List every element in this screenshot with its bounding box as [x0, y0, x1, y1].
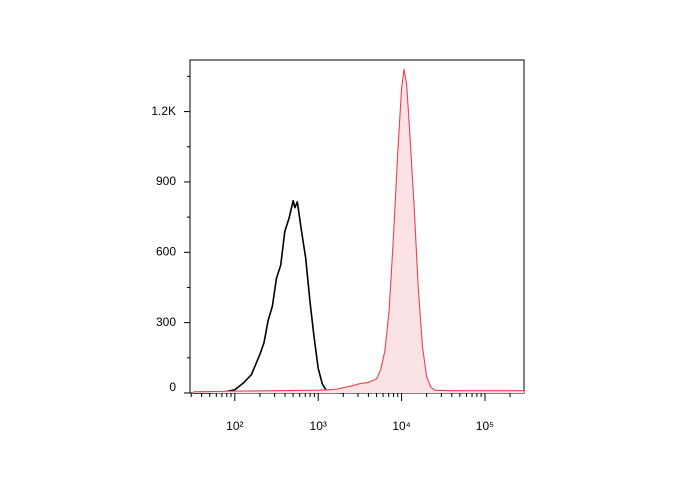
plot-frame [189, 59, 525, 394]
x-tick-label: 10⁵ [476, 419, 494, 433]
x-tick-label: 10⁴ [392, 419, 411, 433]
x-tick-label: 10³ [310, 419, 327, 433]
series-line [193, 199, 344, 394]
y-tick-label: 600 [156, 244, 176, 258]
y-tick-label: 900 [156, 174, 176, 188]
y-tick-label: 300 [156, 315, 176, 329]
series-area [193, 69, 524, 393]
x-tick-label: 10² [226, 419, 243, 433]
y-tick-label: 1.2K [151, 104, 176, 118]
y-tick-label: 0 [169, 380, 176, 394]
series-line [193, 68, 524, 393]
